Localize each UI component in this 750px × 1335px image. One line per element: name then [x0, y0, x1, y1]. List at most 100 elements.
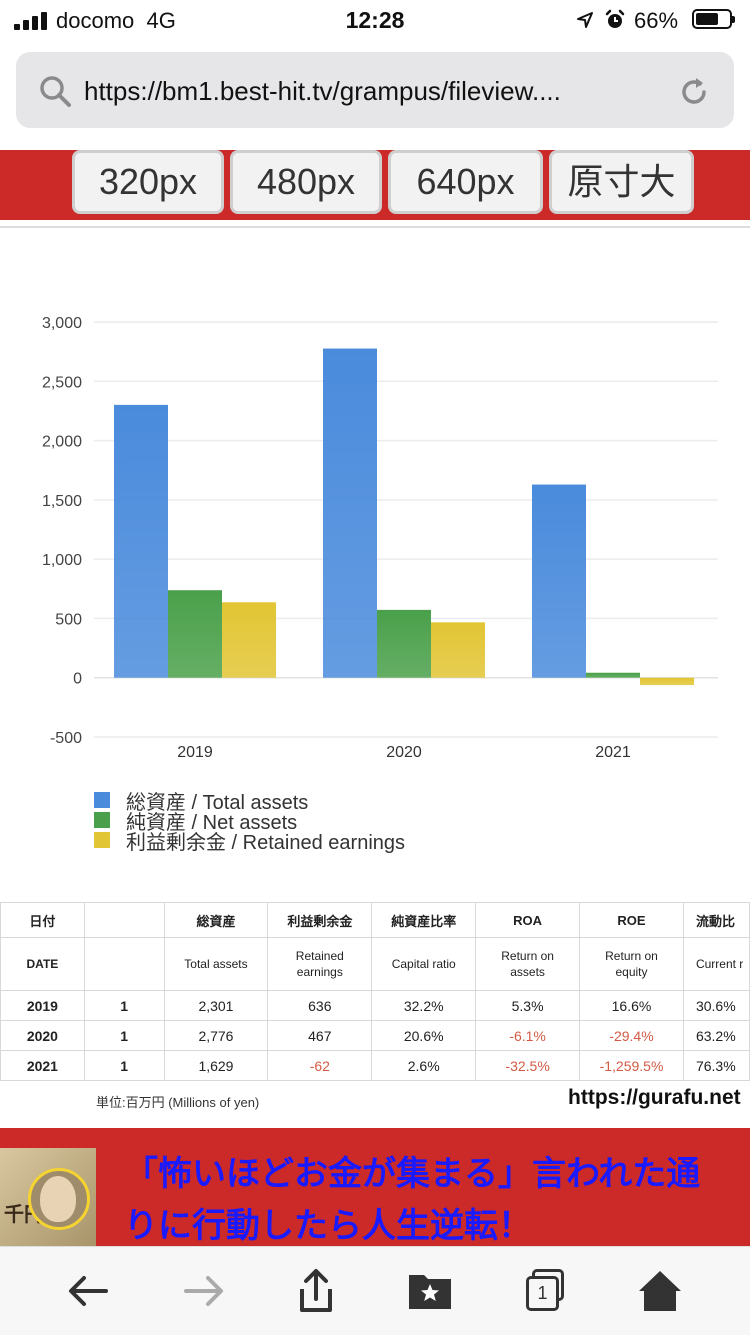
url-text[interactable]: https://bm1.best-hit.tv/grampus/fileview… [84, 76, 561, 106]
table-header-cell: 日付 [0, 902, 85, 938]
table-header-en: DATE Total assets Retained earnings Capi… [0, 937, 750, 991]
cell-year: 2020 [0, 1020, 85, 1051]
signal-icon [14, 12, 50, 30]
battery-icon [692, 9, 735, 29]
y-tick-label: 1,000 [42, 552, 82, 569]
table-header-cell: ROA [475, 902, 581, 938]
table-row: 2020 1 2,776 467 20.6% -6.1% -29.4% 63.2… [0, 1020, 750, 1051]
source-link[interactable]: https://gurafu.net [568, 1086, 741, 1109]
size-480-button[interactable]: 480px [230, 150, 382, 214]
status-bar: docomo 4G 12:28 66% [0, 0, 750, 42]
legend-swatch [94, 792, 110, 808]
table-header-cell: Total assets [163, 937, 269, 991]
forward-icon[interactable] [180, 1267, 228, 1315]
cell-month: 1 [83, 990, 165, 1021]
table-header-jp: 日付 総資産 利益剰余金 純資産比率 ROA ROE 流動比 [0, 902, 750, 938]
bar-2021-2 [640, 677, 694, 686]
bookmarks-icon[interactable] [406, 1267, 454, 1315]
bar-2021-1 [586, 672, 640, 678]
table-header-cell: Return on assets [475, 937, 581, 991]
cell-year: 2021 [0, 1050, 85, 1081]
cell-roe: -1,259.5% [579, 1050, 684, 1081]
x-tick-label: 2021 [595, 744, 631, 761]
table-header-cell [83, 937, 165, 991]
reload-icon[interactable] [676, 74, 712, 110]
legend-item-retained-earnings: 利益剰余金 / Retained earnings [94, 830, 405, 854]
bar-2019-0 [114, 404, 168, 678]
cell-month: 1 [83, 1050, 165, 1081]
financial-table: 日付 総資産 利益剰余金 純資産比率 ROA ROE 流動比 DATE Tota… [0, 902, 750, 1081]
legend-swatch [94, 812, 110, 828]
y-tick-label: 2,500 [42, 374, 82, 391]
cell-roe: 16.6% [579, 990, 684, 1021]
search-icon [40, 76, 71, 107]
tabs-icon[interactable]: 1 [522, 1267, 570, 1315]
size-original-button[interactable]: 原寸大 [549, 150, 694, 214]
cell-total-assets: 1,629 [163, 1050, 269, 1081]
location-icon [577, 12, 593, 28]
cell-total-assets: 2,301 [163, 990, 269, 1021]
size-640-button[interactable]: 640px [388, 150, 543, 214]
table-row: 2021 1 1,629 -62 2.6% -32.5% -1,259.5% 7… [0, 1050, 750, 1081]
ad-banner[interactable]: 千円 「怖いほどお金が集まる」言われた通 りに行動したら人生逆転！ [0, 1128, 750, 1246]
clock: 12:28 [345, 7, 405, 33]
cell-capital-ratio: 32.2% [371, 990, 477, 1021]
cell-roa: -32.5% [475, 1050, 581, 1081]
chart-plot: 3,000 2,500 2,000 1,500 1,000 500 0 -500 2019 202… [42, 315, 718, 761]
table-header-cell: Retained earnings [267, 937, 373, 991]
legend-item-total-assets: 総資産 / Total assets [94, 790, 405, 814]
bar-2020-1 [377, 609, 431, 678]
legend-item-net-assets: 純資産 / Net assets [94, 810, 405, 834]
y-tick-label: 1,500 [42, 493, 82, 510]
cell-roa: -6.1% [475, 1020, 581, 1051]
y-tick-label: 0 [73, 671, 82, 688]
ad-headline[interactable]: 「怖いほどお金が集まる」言われた通 りに行動したら人生逆転！ [124, 1155, 701, 1245]
table-header-cell: Current r [682, 937, 750, 991]
ad-image[interactable]: 千円 [0, 1148, 96, 1246]
home-icon[interactable] [636, 1267, 684, 1315]
cell-current: 63.2% [682, 1020, 750, 1051]
table-header-cell: 総資産 [163, 902, 269, 938]
y-tick-label: 500 [55, 611, 82, 628]
share-icon[interactable] [292, 1267, 340, 1315]
cell-capital-ratio: 2.6% [371, 1050, 477, 1081]
table-header-cell: DATE [0, 937, 85, 991]
bar-2020-0 [323, 348, 377, 678]
bar-2021-0 [532, 484, 586, 678]
legend-swatch [94, 832, 110, 848]
table-header-cell: 純資産比率 [371, 902, 477, 938]
cell-capital-ratio: 20.6% [371, 1020, 477, 1051]
portrait [40, 1176, 76, 1222]
cell-month: 1 [83, 1020, 165, 1051]
y-tick-label: 3,000 [42, 315, 82, 332]
cell-current: 30.6% [682, 990, 750, 1021]
table-header-cell: 流動比 [682, 902, 750, 938]
bar-2019-1 [168, 590, 222, 678]
cell-retained: -62 [267, 1050, 373, 1081]
cell-retained: 636 [267, 990, 373, 1021]
cell-current: 76.3% [682, 1050, 750, 1081]
table-header-cell: Capital ratio [371, 937, 477, 991]
x-tick-label: 2019 [177, 744, 213, 761]
cell-retained: 467 [267, 1020, 373, 1051]
table-header-cell [83, 902, 165, 938]
divider [0, 226, 750, 228]
y-tick-label: 2,000 [42, 434, 82, 451]
tab-count: 1 [526, 1276, 559, 1311]
alarm-icon [605, 9, 625, 28]
chart-legend: 総資産 / Total assets 純資産 / Net assets 利益剰余… [94, 790, 405, 854]
table-header-cell: Return on equity [579, 937, 684, 991]
bar-2019-2 [222, 602, 276, 678]
x-tick-label: 2020 [386, 744, 422, 761]
cell-total-assets: 2,776 [163, 1020, 269, 1051]
address-bar[interactable]: https://bm1.best-hit.tv/grampus/fileview… [16, 52, 734, 128]
cell-roe: -29.4% [579, 1020, 684, 1051]
cell-year: 2019 [0, 990, 85, 1021]
size-320-button[interactable]: 320px [72, 150, 224, 214]
table-row: 2019 1 2,301 636 32.2% 5.3% 16.6% 30.6% [0, 990, 750, 1021]
cell-roa: 5.3% [475, 990, 581, 1021]
table-header-cell: 利益剰余金 [267, 902, 373, 938]
battery-percent: 66% [634, 8, 679, 33]
back-icon[interactable] [64, 1267, 112, 1315]
table-header-cell: ROE [579, 902, 684, 938]
